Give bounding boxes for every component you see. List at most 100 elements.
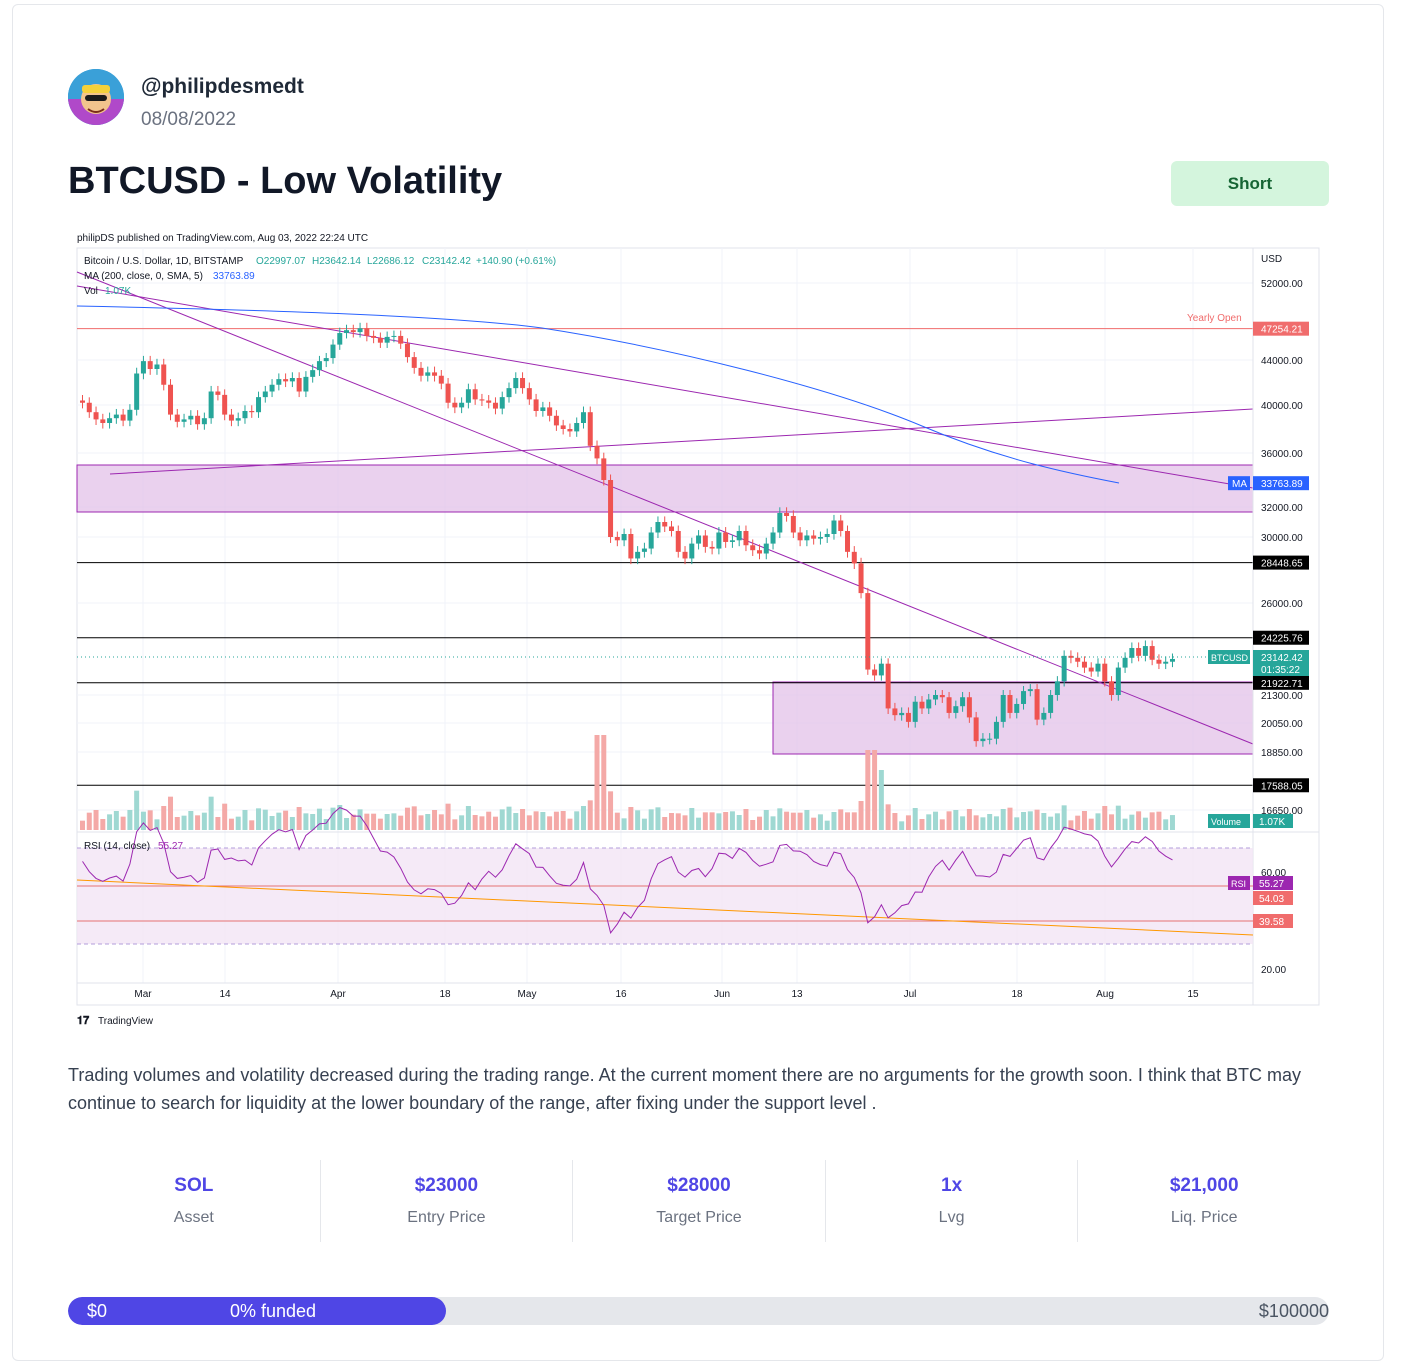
candle-body [188,415,194,420]
volume-bar [1007,807,1013,830]
price-tag-value: 23142.42 [1261,653,1303,664]
volume-bar [438,814,444,830]
funding-progress-bar [68,1297,1329,1325]
stat-leverage-label: Lvg [938,1209,965,1226]
volume-bar [885,804,891,830]
volume-bar [980,817,986,830]
candle-body [1068,655,1074,658]
candle-body [120,414,126,421]
time-tick-label: Mar [134,989,152,1000]
yearly-open-label: Yearly Open [1187,313,1242,324]
candle-body [100,419,106,423]
volume-bar [350,814,356,830]
candle-body [1163,661,1169,664]
avatar[interactable] [68,69,124,125]
candle-body [438,375,444,384]
candle-body [1122,657,1128,668]
volume-bar [364,813,370,830]
volume-bar [520,809,526,830]
time-tick-label: 15 [1187,989,1199,1000]
volume-bar [587,800,593,830]
candle-body [425,372,431,376]
candle-body [107,418,113,423]
volume-bar [919,819,925,830]
candle-body [601,458,607,480]
time-tick-label: Jun [714,989,730,1000]
trade-stats: SOL Asset $23000 Entry Price $28000 Targ… [68,1160,1330,1242]
candle-body [377,337,383,343]
candle-body [858,563,864,594]
candle-body [411,357,417,368]
price-axis-ticks: 52000.00 44000.00 40000.00 36000.00 32000.00… [1261,279,1303,817]
candle-body [195,415,201,425]
volume-bar [946,811,952,830]
author-handle[interactable]: @philipdesmedt [141,75,304,98]
candle-body [262,391,268,398]
volume-bar [750,820,756,830]
volume-bar [154,819,160,830]
volume-bar [601,735,607,830]
price-level-tag-bg [1253,778,1309,793]
volume-bar [736,815,742,830]
volume-bar [445,803,451,830]
volume-bar [452,819,458,830]
funding-percent: 0% funded [230,1301,317,1321]
volume-bar [1102,806,1108,830]
candle-body [702,535,708,547]
volume-bar [817,814,823,830]
candle-body [1088,667,1094,672]
candle-body [757,550,762,554]
rsi-line [82,807,1173,935]
volume-bar [418,815,424,830]
candle-body [526,388,532,400]
price-tick-label: 26000.00 [1261,599,1303,610]
candle-body [736,531,742,541]
candle-body [540,407,546,411]
candle-body [168,384,174,415]
post-title: BTCUSD - Low Volatility [68,160,503,202]
candle-body [662,522,668,527]
volume-bar [824,820,830,830]
volume-bar [547,816,553,830]
price-tick-label: 32000.00 [1261,503,1303,514]
vol-legend-value: 1.07K [105,286,131,297]
volume-bar [905,815,911,830]
ohlc-open: O22997.07 [256,256,306,267]
candle-body [770,532,776,544]
candle-body [980,738,986,742]
candle-body [763,543,769,554]
ma-tag-value-bg [1253,476,1309,491]
candle-body [256,397,262,413]
rsi-band [77,848,1253,944]
volume-bar [594,735,600,830]
candle-body [134,373,140,410]
candle-body [323,358,329,362]
candle-body [567,429,573,432]
rsi-trendline [76,879,1254,936]
axis-currency: USD [1261,254,1282,265]
volume-bar [296,807,302,830]
candle-body [1136,648,1142,656]
price-tag-name: BTCUSD [1211,653,1249,663]
volume-bar [134,790,140,830]
ma-tag-name: MA [1232,479,1247,490]
price-tag-name-bg [1208,650,1250,664]
volume-bar [1041,813,1047,830]
tradingview-logo-text: TradingView [98,1016,154,1027]
candles [80,322,1175,747]
volume-bar [486,811,492,830]
trendline-descending-1 [76,271,1254,745]
volume-bar [580,806,586,830]
volume-tag-name: Volume [1211,817,1241,827]
candle-body [628,534,634,559]
candle-body [344,330,350,334]
rsi-tag-name: RSI [1231,879,1246,889]
price-level-tag-label: 17588.05 [1261,781,1303,792]
time-tick-label: May [518,989,537,1000]
volume-bar [668,813,674,830]
candle-body [845,531,851,552]
candle-body [418,367,424,376]
candle-body [668,526,674,531]
volume-bar [120,816,126,830]
candle-body [750,545,756,551]
